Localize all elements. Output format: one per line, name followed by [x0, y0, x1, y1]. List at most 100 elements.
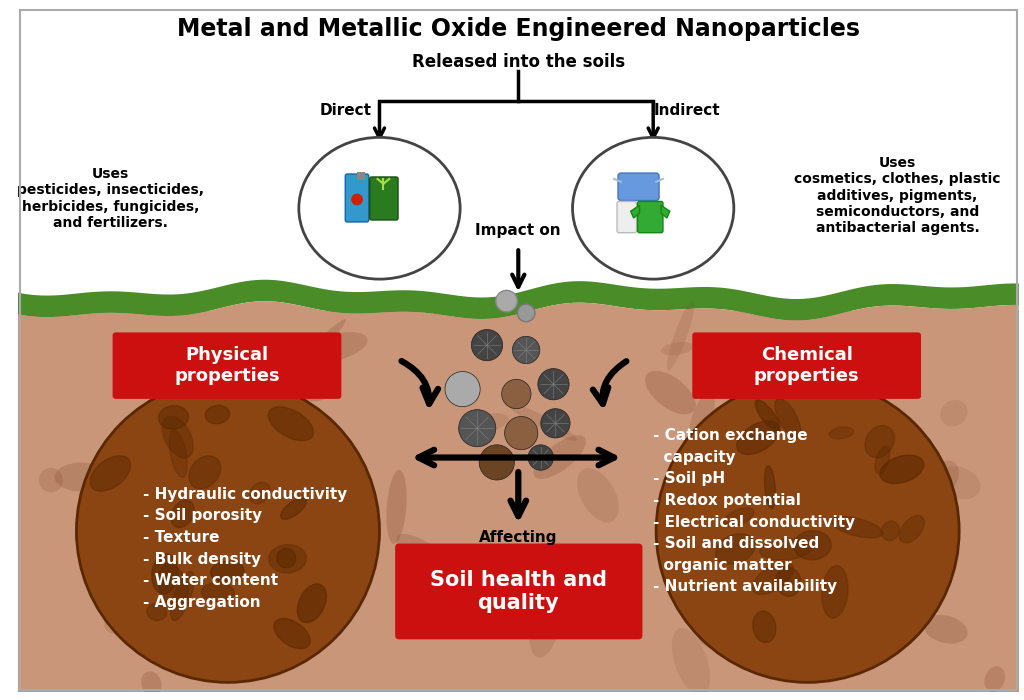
Text: Indirect: Indirect — [654, 103, 721, 118]
Ellipse shape — [159, 405, 188, 429]
Ellipse shape — [152, 554, 178, 594]
Ellipse shape — [338, 348, 416, 380]
Ellipse shape — [753, 611, 776, 643]
Text: Uses
cosmetics, clothes, plastic
additives, pigments,
semiconductors, and
antiba: Uses cosmetics, clothes, plastic additiv… — [795, 156, 1000, 235]
Ellipse shape — [794, 531, 831, 560]
Circle shape — [496, 290, 517, 312]
Ellipse shape — [210, 561, 244, 582]
Ellipse shape — [228, 335, 265, 363]
Ellipse shape — [269, 545, 306, 573]
Ellipse shape — [33, 518, 84, 563]
Ellipse shape — [843, 382, 859, 417]
Ellipse shape — [860, 398, 878, 472]
Ellipse shape — [100, 438, 123, 477]
Ellipse shape — [424, 639, 469, 700]
FancyBboxPatch shape — [618, 173, 659, 200]
Ellipse shape — [605, 650, 627, 677]
Ellipse shape — [167, 468, 216, 496]
Ellipse shape — [260, 533, 299, 570]
Ellipse shape — [984, 666, 1006, 692]
Ellipse shape — [534, 435, 586, 479]
Ellipse shape — [842, 542, 871, 591]
Ellipse shape — [189, 456, 220, 489]
Text: Physical
properties: Physical properties — [174, 346, 280, 385]
Ellipse shape — [110, 502, 180, 528]
Ellipse shape — [171, 571, 195, 621]
Ellipse shape — [672, 628, 710, 695]
Ellipse shape — [205, 405, 229, 424]
Ellipse shape — [662, 342, 693, 356]
Circle shape — [479, 444, 514, 480]
Ellipse shape — [688, 391, 715, 449]
Ellipse shape — [697, 623, 737, 650]
Ellipse shape — [736, 421, 779, 454]
Circle shape — [517, 304, 535, 322]
Ellipse shape — [360, 653, 425, 694]
Text: Released into the soils: Released into the soils — [412, 52, 625, 71]
FancyBboxPatch shape — [395, 544, 642, 639]
Ellipse shape — [367, 533, 419, 574]
Ellipse shape — [104, 608, 134, 634]
Ellipse shape — [249, 340, 266, 395]
Ellipse shape — [169, 430, 187, 477]
Circle shape — [77, 379, 380, 682]
FancyBboxPatch shape — [638, 202, 663, 232]
Ellipse shape — [899, 515, 925, 543]
Ellipse shape — [810, 582, 846, 661]
Ellipse shape — [355, 647, 408, 700]
Ellipse shape — [155, 482, 200, 514]
Ellipse shape — [299, 443, 330, 477]
Ellipse shape — [808, 514, 863, 540]
Ellipse shape — [458, 413, 509, 436]
Ellipse shape — [882, 522, 899, 540]
Text: Soil health and
quality: Soil health and quality — [430, 570, 607, 613]
Circle shape — [656, 379, 959, 682]
Text: Chemical
properties: Chemical properties — [754, 346, 859, 385]
Circle shape — [541, 409, 570, 438]
Ellipse shape — [144, 400, 193, 412]
Ellipse shape — [297, 528, 312, 552]
Circle shape — [471, 330, 503, 360]
Ellipse shape — [45, 626, 108, 658]
Ellipse shape — [75, 546, 102, 573]
Ellipse shape — [334, 326, 385, 400]
Ellipse shape — [268, 407, 313, 441]
Text: Impact on: Impact on — [475, 223, 561, 238]
Ellipse shape — [302, 480, 362, 539]
Ellipse shape — [171, 500, 195, 528]
Ellipse shape — [142, 601, 175, 636]
Ellipse shape — [0, 606, 57, 641]
Circle shape — [538, 369, 569, 400]
Ellipse shape — [836, 538, 876, 583]
Ellipse shape — [950, 571, 997, 618]
Ellipse shape — [39, 468, 62, 492]
Ellipse shape — [891, 511, 921, 544]
FancyBboxPatch shape — [345, 174, 369, 222]
Ellipse shape — [756, 400, 780, 431]
Ellipse shape — [529, 596, 560, 657]
Circle shape — [512, 336, 540, 364]
Ellipse shape — [795, 531, 840, 594]
Ellipse shape — [152, 389, 197, 439]
Ellipse shape — [508, 543, 573, 574]
Ellipse shape — [938, 466, 981, 499]
Ellipse shape — [281, 309, 326, 360]
FancyBboxPatch shape — [617, 202, 637, 232]
Ellipse shape — [314, 406, 344, 477]
Ellipse shape — [361, 594, 387, 610]
Ellipse shape — [610, 367, 642, 402]
Ellipse shape — [569, 325, 608, 388]
Ellipse shape — [274, 618, 310, 649]
Bar — [17, 311, 1019, 692]
Ellipse shape — [532, 468, 550, 491]
Ellipse shape — [159, 564, 188, 608]
Circle shape — [502, 379, 531, 409]
Ellipse shape — [256, 461, 273, 520]
Ellipse shape — [609, 309, 640, 340]
Ellipse shape — [898, 518, 924, 593]
Text: Uses
pesticides, insecticides,
herbicides, fungicides,
and fertilizers.: Uses pesticides, insecticides, herbicide… — [17, 167, 204, 230]
Text: Metal and Metallic Oxide Engineered Nanoparticles: Metal and Metallic Oxide Engineered Nano… — [177, 18, 860, 41]
FancyBboxPatch shape — [113, 332, 341, 399]
Ellipse shape — [572, 137, 734, 279]
Ellipse shape — [928, 461, 958, 496]
